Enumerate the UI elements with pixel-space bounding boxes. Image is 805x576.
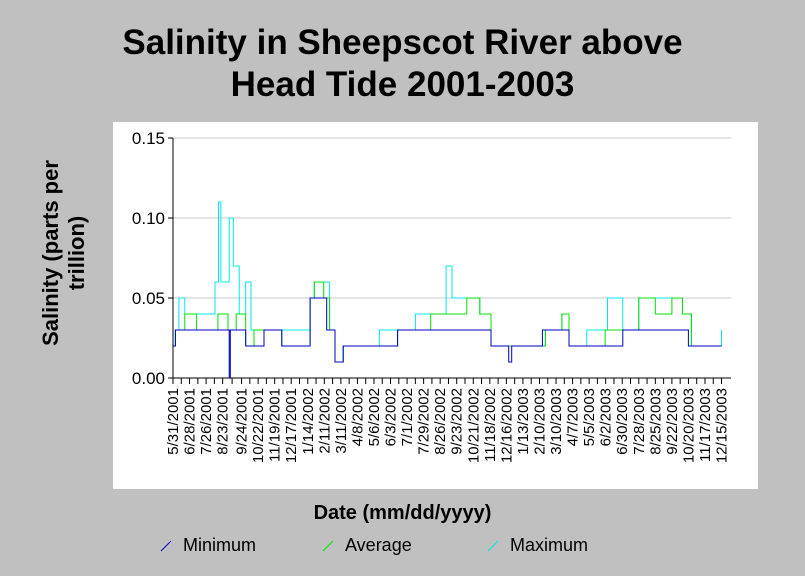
chart-title-line-2: Head Tide 2001-2003 [230,65,575,104]
x-tick-label: 4/8/2002 [349,388,366,446]
y-axis-label-line-1: Salinity (parts per [38,160,63,346]
x-tick-label: 12/15/2003 [714,388,731,463]
x-tick-label: 7/1/2002 [399,388,416,446]
x-tick-label: 9/22/2003 [664,388,681,455]
series-line-maximum [173,201,722,363]
x-tick-label: 8/26/2002 [432,388,449,455]
x-tick-label: 11/18/2002 [482,388,499,462]
chart-title-line-1: Salinity in Sheepscot River above [122,23,683,62]
x-tick-label: 11/17/2003 [697,388,714,462]
chart-title: Salinity in Sheepscot River above Head T… [0,22,805,106]
x-tick-label: 6/28/2001 [182,388,199,455]
x-tick-label: 9/23/2002 [449,388,466,455]
x-tick-label: 7/26/2001 [198,388,215,455]
x-tick-label: 4/7/2003 [565,388,582,446]
x-tick-label: 12/16/2002 [498,388,515,463]
y-axis-label-line-2: trillion) [64,215,89,291]
x-tick-label: 9/24/2001 [234,388,251,455]
x-tick-label: 3/10/2003 [548,388,565,455]
y-tick-label: 0.15 [132,129,165,148]
legend-swatch-minimum [160,540,172,552]
x-tick-label: 5/31/2001 [165,388,182,455]
x-tick-label: 2/11/2002 [316,388,333,454]
plot-panel: 0.00 0.05 0.10 0.15 5/31/2001 6/28/2001 7/26/2… [113,122,758,489]
x-tick-label: 10/21/2002 [465,388,482,463]
y-tick-label: 0.00 [132,369,165,388]
x-tick-label: 10/22/2001 [250,388,267,463]
y-tick-label: 0.05 [132,289,165,308]
y-tick-label: 0.10 [132,209,165,228]
x-tick-label: 5/5/2003 [581,388,598,446]
legend-swatch-average [322,540,334,552]
x-tick-label: 6/3/2002 [383,388,400,446]
x-tick-label: 11/19/2001 [267,388,284,462]
x-tick-label: 1/14/2002 [300,388,317,455]
x-tick-label: 3/11/2002 [333,388,350,454]
legend-label-minimum: Minimum [183,535,257,555]
series-line-average [173,281,722,363]
chart-svg: 0.00 0.05 0.10 0.15 5/31/2001 6/28/2001 7/26/2… [132,129,731,463]
legend-label-maximum: Maximum [510,535,589,555]
x-tick-label: 7/28/2003 [631,388,648,455]
x-axis-label: Date (mm/dd/yyyy) [313,502,492,524]
legend-swatch-maximum [487,540,499,552]
x-tick-label: 1/13/2003 [515,388,532,455]
x-tick-label: 5/6/2002 [366,388,383,446]
series-line-minimum [173,297,722,379]
x-tick-label: 8/23/2001 [215,388,232,455]
x-tick-label: 7/29/2002 [416,388,433,455]
x-tick-label: 10/20/2003 [680,388,697,463]
x-tick-label: 2/10/2003 [532,388,549,455]
x-tick-label: 6/2/2003 [598,388,615,446]
x-tick-label: 8/25/2003 [647,388,664,455]
legend-label-average: Average [345,535,412,555]
x-tick-label: 12/17/2001 [283,388,300,463]
x-tick-label: 6/30/2003 [614,388,631,455]
